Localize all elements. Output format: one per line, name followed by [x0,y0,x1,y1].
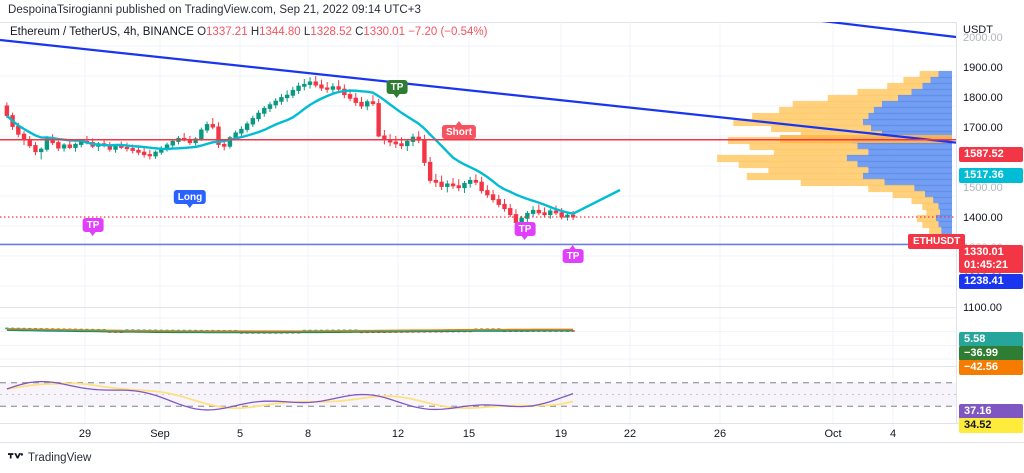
price-scale-tick: 1500.00 [963,182,1003,194]
price-scale-currency: USDT [963,24,993,36]
price-scale-tick: 1700.00 [963,122,1003,134]
time-scale[interactable]: 29 Sep 5 8 12 15 19 22 26 Oct 4 [0,423,1024,443]
candlestick-series [4,76,576,230]
ind2-badge-1: 37.16 [959,404,1023,419]
badge-value: 1587.52 [964,148,1004,160]
chart-frame [0,22,1024,443]
badge-countdown: 01:45:21 [964,259,1009,271]
legend-high-label: H [250,26,260,38]
marker-tp-4[interactable]: TP [562,245,584,263]
time-scale-tick: 19 [554,428,568,440]
time-scale-tick: 15 [462,428,476,440]
tradingview-wordmark: TradingView [28,452,92,464]
marker-tp-1[interactable]: TP [82,218,104,236]
tradingview-logo-icon [8,452,23,458]
time-scale-tick: Sep [150,428,170,440]
footer-branding: TradingView [8,452,91,464]
last-price-badge: 1330.01 01:45:21 [959,245,1023,273]
indicator-1-line [6,329,574,334]
legend-high-value: 1344.80 [259,26,301,38]
ind1-badge-3: −42.56 [959,360,1023,375]
indicator-1-line [6,328,574,332]
ind1-badge-2: −36.99 [959,346,1023,361]
badge-value: 34.52 [964,419,992,431]
badge-value: 1517.36 [964,169,1004,181]
badge-value: 1330.01 [964,246,1004,258]
badge-value: 5.58 [964,333,986,345]
marker-label: Short [445,126,473,138]
indicator-2-main-line [6,380,574,411]
marker-label: TP [390,81,404,93]
badge-value: 1238.41 [964,275,1004,287]
price-scale-tick: 1800.00 [963,92,1003,104]
legend-low-label: L [303,26,311,38]
price-scale-tick: 1900.00 [963,62,1003,74]
symbol-price-tag: ETHUSDT [908,234,966,249]
badge-value: 37.16 [964,405,992,417]
time-scale-tick: Oct [824,428,842,440]
price-scale[interactable]: USDT 2000.001900.001800.001700.001600.00… [956,22,1024,433]
legend-open-label: O [197,26,207,38]
ma-price-badge: 1517.36 [959,168,1023,183]
time-scale-tick: 5 [236,428,244,440]
indicator-pane-2[interactable] [0,366,956,423]
price-pane-canvas [0,22,956,307]
marker-label: TP [518,223,532,235]
time-scale-tick: 4 [889,428,897,440]
ind1-badge-1: 5.58 [959,332,1023,347]
price-scale-tick: 2000.00 [963,32,1003,44]
marker-tp-2[interactable]: TP [386,80,408,98]
marker-label: TP [86,219,100,231]
legend-low-value: 1328.52 [310,26,352,38]
time-scale-tick: 29 [78,428,92,440]
marker-label: TP [566,250,580,262]
legend-close-value: 1330.01 [363,26,405,38]
volume-profile [717,70,952,235]
indicator-pane-2-canvas [0,367,956,423]
time-scale-tick: 26 [713,428,727,440]
moving-average-line [6,89,621,215]
marker-short-1[interactable]: Short [441,121,477,139]
time-scale-tick: 8 [304,428,312,440]
marker-tp-3[interactable]: TP [514,222,536,240]
legend-symbol[interactable]: Ethereum / TetherUS, 4h, BINANCE [10,26,194,38]
indicator-pane-1[interactable] [0,307,956,366]
legend-open-value: 1337.21 [206,26,248,38]
badge-value: −42.56 [964,361,998,373]
chart-legend: Ethereum / TetherUS, 4h, BINANCE O1337.2… [10,26,487,38]
downtrend-line-lower [0,38,956,144]
time-scale-tick: 12 [391,428,405,440]
indicator-pane-1-canvas [0,308,956,366]
resistance-price-badge: 1587.52 [959,147,1023,162]
attribution-text: DespoinaTsirogianni published on Trading… [8,4,421,16]
legend-change: −7.20 (−0.54%) [408,26,488,38]
time-scale-tick: 22 [623,428,637,440]
price-scale-tick: 1400.00 [963,212,1003,224]
downtrend-line-upper [821,22,956,39]
indicator-1-line [6,329,574,333]
marker-label: Long [177,191,203,203]
support-price-badge: 1238.41 [959,274,1023,289]
legend-close-label: C [355,26,364,38]
badge-value: −36.99 [964,347,998,359]
price-pane[interactable] [0,22,956,307]
ind2-badge-2: 34.52 [959,418,1023,433]
marker-long-1[interactable]: Long [173,190,207,208]
price-scale-tick: 1100.00 [963,302,1002,314]
